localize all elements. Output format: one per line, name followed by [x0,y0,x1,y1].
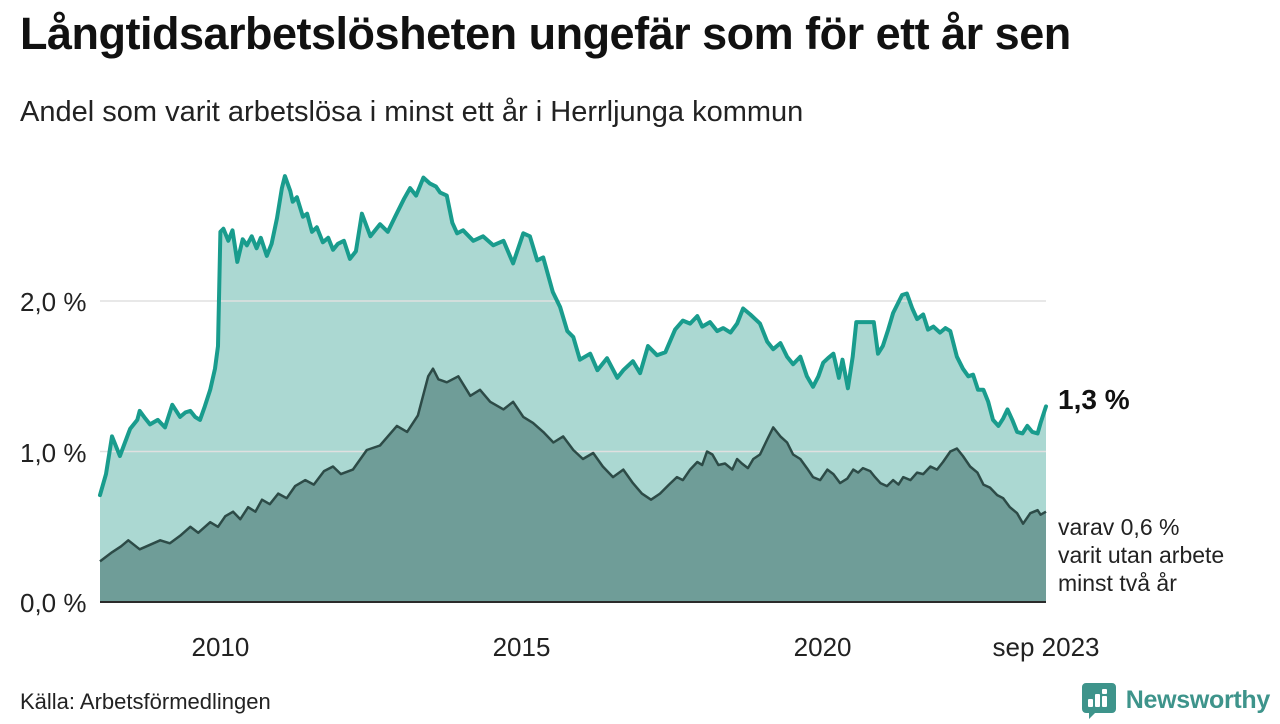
newsworthy-logo: Newsworthy [1080,681,1270,719]
series-secondary-annotation: varav 0,6 % varit utan arbete minst två … [1058,513,1224,597]
annotation-line: varav 0,6 % [1058,514,1180,540]
x-tick-label: 2020 [793,632,852,662]
chart-subtitle: Andel som varit arbetslösa i minst ett å… [20,96,804,128]
x-tick-label: 2015 [492,632,551,662]
newsworthy-wordmark: Newsworthy [1125,685,1271,714]
annotation-line: varit utan arbete [1058,542,1225,568]
line-unemployed-one-year [98,174,1048,498]
page-title: Långtidsarbetslösheten ungefär som för e… [20,8,1071,59]
y-tick-label: 2,0 % [20,287,87,317]
x-tick-label: sep 2023 [992,632,1100,662]
series-end-value-label: 1,3 % [1058,384,1130,415]
newsworthy-bubble-chart-icon [1080,681,1118,719]
x-tick-label: 2010 [191,632,250,662]
area-unemployed-two-years [100,368,1046,602]
y-tick-label: 0,0 % [20,588,87,618]
annotation-line: minst två år [1058,570,1177,596]
y-tick-label: 1,0 % [20,437,87,468]
line-unemployed-two-years [99,367,1047,563]
source-credit: Källa: Arbetsförmedlingen [20,689,271,714]
